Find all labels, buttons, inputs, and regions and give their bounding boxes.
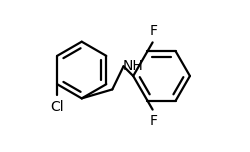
Text: NH: NH [123,59,144,73]
Text: F: F [150,24,158,38]
Text: Cl: Cl [50,100,64,114]
Text: F: F [150,114,158,128]
